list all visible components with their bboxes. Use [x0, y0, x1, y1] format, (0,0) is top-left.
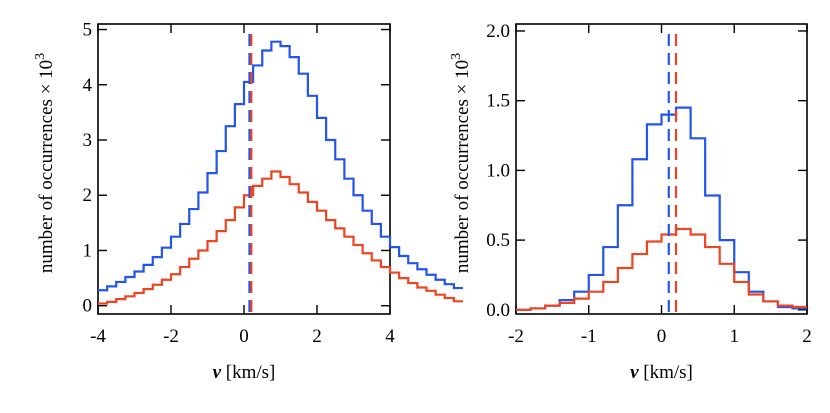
right-x-tick-label: 1: [730, 326, 740, 347]
right-y-tick-label: 2.0: [486, 21, 510, 42]
left-histogram-series-2: [98, 170, 463, 305]
right-y-tick-label: 0.0: [486, 300, 510, 321]
right-x-axis-label: v [km/s]: [630, 362, 693, 383]
right-histogram-series-1: [516, 106, 807, 311]
right-y-tick-label: 1.0: [486, 160, 510, 181]
right-y-axis-exponent: 3: [449, 53, 464, 60]
right-x-tick-label: -1: [581, 326, 597, 347]
left-panel: -4 -2 0 2 4 0 1 2 3 4 5 v [km/s] number of occurrenc…: [33, 20, 463, 383]
left-x-axis-unit: [km/s]: [221, 362, 275, 383]
right-y-tick-label: 0.5: [486, 230, 510, 251]
left-x-tick-label: -4: [90, 326, 106, 347]
left-x-axis-var: v: [213, 362, 222, 383]
right-panel: -2 -1 0 1 2 0.0 0.5 1.0 1.5 2.0 v [km/s] number of …: [449, 21, 812, 383]
right-y-tick-label: 1.5: [486, 91, 510, 112]
left-y-axis-label: number of occurrences × 103: [33, 53, 57, 273]
left-y-tick-label: 5: [83, 20, 93, 41]
left-x-tick-label: -2: [163, 326, 179, 347]
right-y-axis-label: number of occurrences × 103: [449, 53, 473, 273]
right-y-axis-label-main: number of occurrences × 10: [452, 60, 473, 273]
left-x-axis-label: v [km/s]: [213, 362, 276, 383]
left-y-axis-label-main: number of occurrences × 10: [36, 60, 57, 273]
left-x-tick-label: 0: [239, 326, 249, 347]
right-x-axis-unit: [km/s]: [639, 362, 693, 383]
left-y-tick-label: 0: [83, 296, 93, 317]
left-y-tick-label: 4: [83, 75, 93, 96]
right-x-axis-var: v: [630, 362, 639, 383]
left-y-tick-label: 3: [83, 130, 93, 151]
right-plot-frame: [515, 23, 808, 315]
right-x-tick-label: -2: [508, 326, 524, 347]
right-x-tick-label: 2: [802, 326, 812, 347]
left-histogram-series-1: [98, 40, 463, 292]
left-y-tick-label: 2: [83, 185, 93, 206]
right-histogram-series-2: [516, 227, 807, 311]
left-y-tick-label: 1: [83, 240, 93, 261]
left-x-tick-label: 2: [312, 326, 322, 347]
left-x-tick-label: 4: [385, 326, 395, 347]
left-y-axis-exponent: 3: [33, 53, 48, 60]
right-x-tick-label: 0: [657, 326, 667, 347]
